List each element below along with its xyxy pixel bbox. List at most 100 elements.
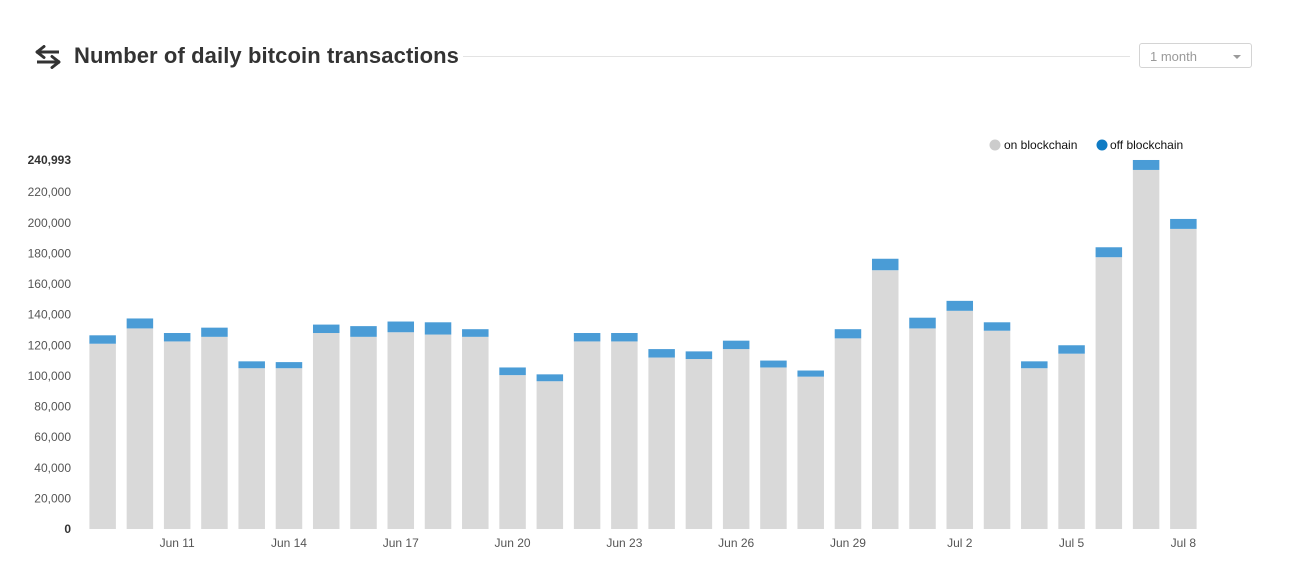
legend-label: on blockchain (1004, 138, 1077, 152)
bar-group[interactable] (573, 333, 601, 529)
bar-off-blockchain[interactable] (201, 327, 228, 337)
bar-group[interactable] (238, 361, 265, 529)
bar-on-blockchain[interactable] (834, 338, 862, 529)
x-tick-label: Jun 26 (718, 536, 754, 550)
bar-on-blockchain[interactable] (760, 367, 787, 529)
bar-on-blockchain[interactable] (1132, 169, 1160, 530)
bar-off-blockchain[interactable] (499, 367, 526, 376)
bar-on-blockchain[interactable] (573, 341, 601, 529)
bar-group[interactable] (1021, 361, 1048, 529)
legend-item[interactable]: off blockchain (1096, 138, 1184, 152)
bar-group[interactable] (760, 360, 787, 529)
bar-group[interactable] (946, 300, 974, 529)
bar-off-blockchain[interactable] (424, 322, 452, 335)
bar-off-blockchain[interactable] (871, 258, 899, 271)
bar-group[interactable] (275, 362, 303, 529)
bar-group[interactable] (611, 333, 638, 529)
bar-on-blockchain[interactable] (238, 368, 265, 529)
bar-on-blockchain[interactable] (797, 376, 824, 529)
bar-group[interactable] (1095, 247, 1123, 529)
bar-group[interactable] (126, 318, 154, 529)
bar-group[interactable] (1132, 159, 1160, 530)
bar-group[interactable] (499, 367, 526, 529)
bar-on-blockchain[interactable] (983, 330, 1011, 529)
bar-on-blockchain[interactable] (685, 359, 713, 529)
bar-group[interactable] (871, 258, 899, 529)
bar-on-blockchain[interactable] (722, 349, 750, 529)
bar-on-blockchain[interactable] (387, 332, 415, 529)
chevron-down-icon (1233, 55, 1241, 59)
bar-off-blockchain[interactable] (462, 329, 489, 337)
bar-group[interactable] (722, 340, 750, 529)
bar-on-blockchain[interactable] (1021, 368, 1048, 529)
bar-on-blockchain[interactable] (312, 333, 340, 529)
time-range-value: 1 month (1150, 49, 1197, 64)
x-tick-label: Jul 2 (947, 536, 973, 550)
bar-group[interactable] (648, 349, 675, 529)
bar-group[interactable] (424, 322, 452, 529)
bar-off-blockchain[interactable] (312, 324, 340, 334)
bar-group[interactable] (1058, 345, 1085, 529)
bar-off-blockchain[interactable] (946, 300, 974, 311)
bar-off-blockchain[interactable] (648, 349, 675, 358)
time-range-select[interactable]: 1 month (1139, 43, 1252, 68)
bar-group[interactable] (462, 329, 489, 529)
bar-group[interactable] (201, 327, 228, 529)
bar-off-blockchain[interactable] (834, 329, 862, 339)
bar-off-blockchain[interactable] (89, 335, 116, 344)
bar-off-blockchain[interactable] (685, 351, 713, 360)
bar-group[interactable] (685, 351, 713, 529)
bar-off-blockchain[interactable] (387, 321, 415, 333)
legend-item[interactable]: on blockchain (989, 138, 1078, 152)
bar-group[interactable] (163, 333, 191, 529)
bar-off-blockchain[interactable] (760, 360, 787, 368)
bar-on-blockchain[interactable] (909, 328, 936, 529)
bar-on-blockchain[interactable] (611, 341, 638, 529)
bar-off-blockchain[interactable] (536, 374, 564, 382)
bar-off-blockchain[interactable] (350, 326, 377, 337)
bar-group[interactable] (1170, 218, 1197, 529)
bar-off-blockchain[interactable] (275, 362, 303, 369)
bar-group[interactable] (350, 326, 377, 529)
bar-off-blockchain[interactable] (1095, 247, 1123, 258)
bar-off-blockchain[interactable] (983, 322, 1011, 331)
bar-on-blockchain[interactable] (424, 334, 452, 529)
bar-off-blockchain[interactable] (1132, 159, 1160, 170)
bar-off-blockchain[interactable] (573, 333, 601, 342)
bar-on-blockchain[interactable] (275, 368, 303, 529)
bar-off-blockchain[interactable] (909, 317, 936, 329)
bar-on-blockchain[interactable] (871, 270, 899, 529)
bar-off-blockchain[interactable] (163, 333, 191, 342)
bar-on-blockchain[interactable] (350, 336, 377, 529)
bar-on-blockchain[interactable] (201, 336, 228, 529)
bar-on-blockchain[interactable] (1170, 228, 1197, 529)
bar-group[interactable] (797, 370, 824, 529)
bar-group[interactable] (834, 329, 862, 529)
bar-group[interactable] (89, 335, 116, 529)
bar-off-blockchain[interactable] (1058, 345, 1085, 354)
bar-group[interactable] (983, 322, 1011, 529)
bar-on-blockchain[interactable] (126, 328, 154, 529)
bar-on-blockchain[interactable] (1058, 353, 1085, 529)
bar-on-blockchain[interactable] (499, 375, 526, 529)
bar-off-blockchain[interactable] (611, 333, 638, 342)
bar-on-blockchain[interactable] (946, 310, 974, 529)
bar-group[interactable] (387, 321, 415, 529)
bar-off-blockchain[interactable] (126, 318, 154, 329)
bar-group[interactable] (536, 374, 564, 529)
y-tick-label: 100,000 (28, 369, 72, 383)
bar-on-blockchain[interactable] (163, 341, 191, 529)
bar-off-blockchain[interactable] (797, 370, 824, 377)
bar-off-blockchain[interactable] (238, 361, 265, 369)
bar-group[interactable] (312, 324, 340, 529)
bar-off-blockchain[interactable] (1021, 361, 1048, 369)
bar-on-blockchain[interactable] (89, 343, 116, 529)
y-tick-label: 120,000 (28, 338, 72, 352)
bar-off-blockchain[interactable] (1170, 218, 1197, 229)
bar-group[interactable] (909, 317, 936, 529)
bar-on-blockchain[interactable] (648, 357, 675, 529)
bar-off-blockchain[interactable] (722, 340, 750, 350)
bar-on-blockchain[interactable] (1095, 257, 1123, 529)
bar-on-blockchain[interactable] (462, 336, 489, 529)
bar-on-blockchain[interactable] (536, 381, 564, 529)
